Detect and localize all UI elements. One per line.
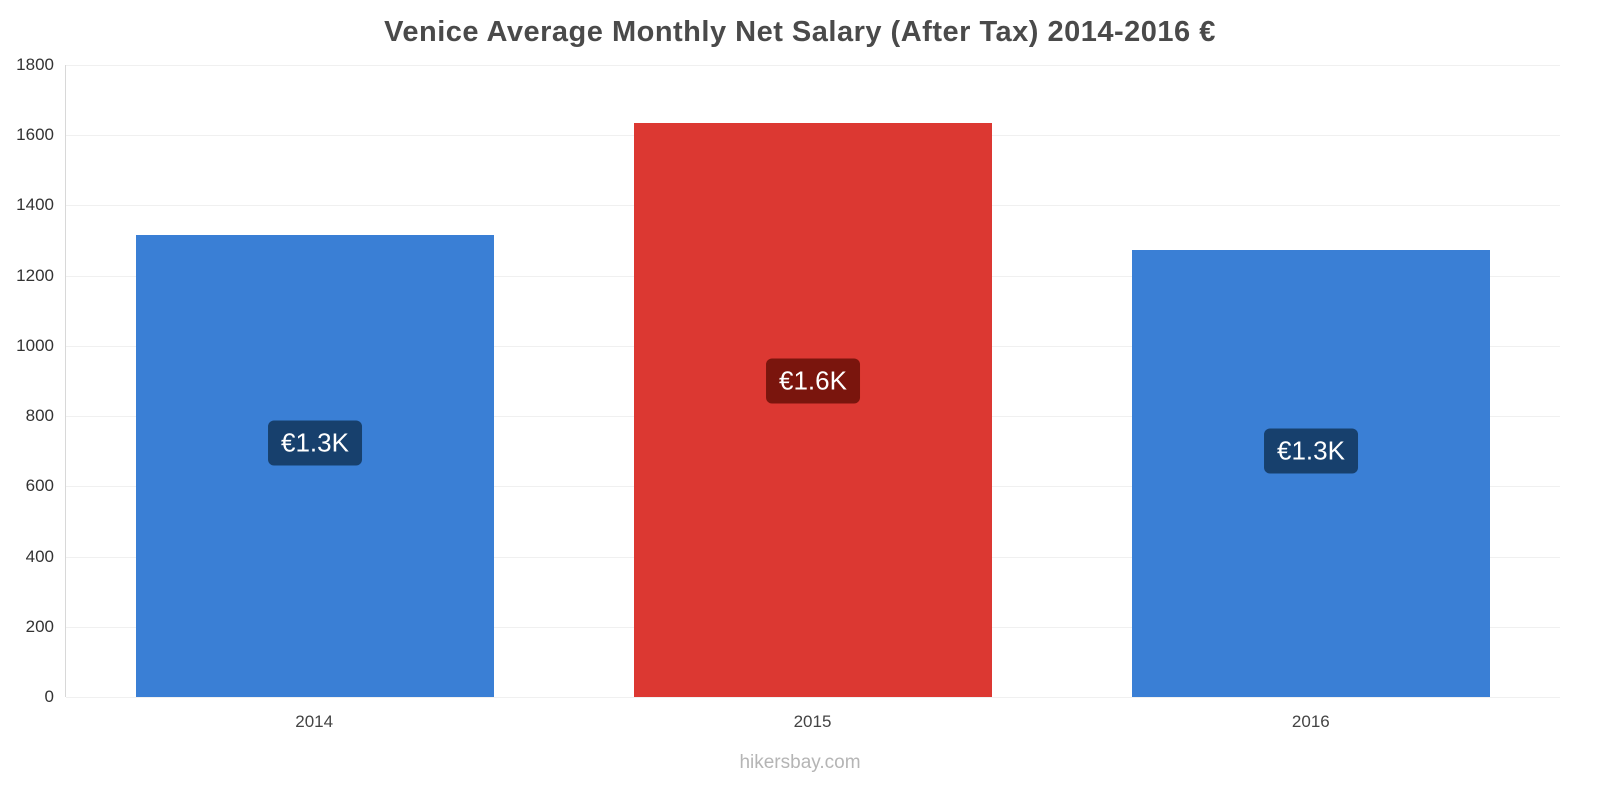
bar-slot: €1.3K [66,65,564,697]
plot-area: €1.3K €1.6K €1.3K 0 200 400 600 800 1000 1200 140… [16,55,1560,706]
bar-2014: €1.3K [135,235,495,697]
bar-value-label: €1.3K [1264,428,1358,474]
bars-row: €1.3K €1.6K €1.3K [66,65,1560,697]
y-axis-label: 1600 [16,125,54,145]
watermark: hikersbay.com [739,752,861,773]
y-axis-label: 600 [25,476,54,496]
bar-value-label: €1.6K [766,358,860,404]
y-axis-label: 1400 [16,195,54,215]
x-axis-label: 2015 [793,712,832,731]
x-axis: 2014 2015 2016 [65,712,1560,732]
bar-2015: €1.6K [633,122,993,697]
x-axis-label: 2014 [295,712,334,731]
chart-title: Venice Average Monthly Net Salary (After… [384,16,1216,48]
bar-value-label: €1.3K [268,420,362,466]
y-axis-label: 0 [44,687,54,706]
bar-slot: €1.3K [1062,65,1560,697]
gridline [66,697,1560,698]
y-axis-label: 1000 [16,335,54,355]
x-axis-label: 2016 [1291,712,1330,731]
bar-slot: €1.6K [564,65,1062,697]
bar-2016: €1.3K [1131,250,1491,697]
y-axis-label: 200 [25,616,54,636]
y-axis-label: 800 [25,406,54,426]
y-axis-label: 400 [25,546,54,566]
gridline [66,65,1560,66]
y-axis-label: 1200 [16,265,54,285]
y-axis-label: 1800 [16,55,54,74]
